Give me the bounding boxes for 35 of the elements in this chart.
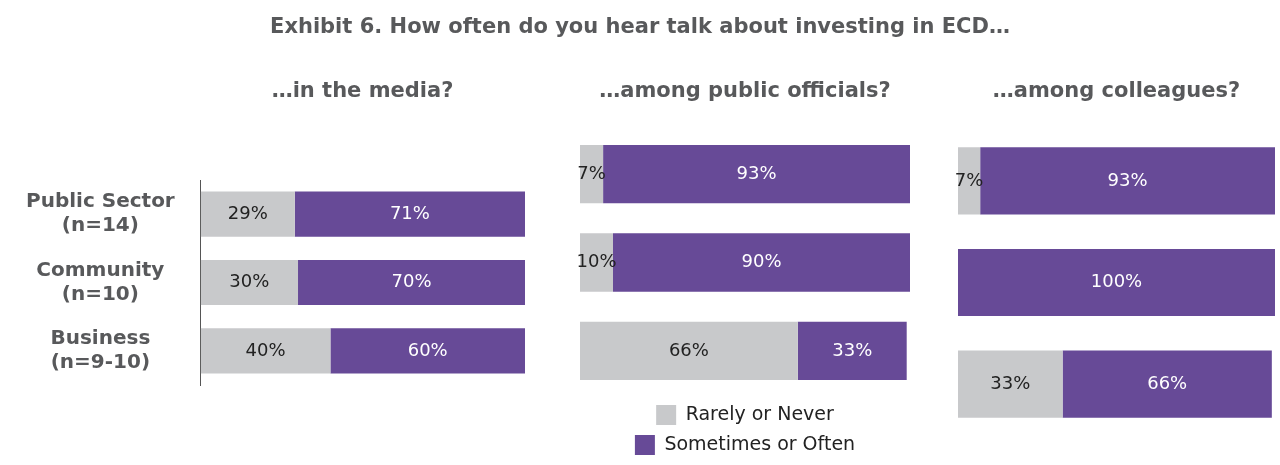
bar: [200, 259, 299, 306]
data-label: 66%: [668, 338, 709, 360]
text: Exhibit 6. How often do you hear talk about investing in ECD…: [269, 14, 1011, 38]
data-label: 93%: [1107, 168, 1148, 190]
y-tick-label: Public Sector (n=14): [26, 188, 175, 237]
bar: [330, 328, 525, 374]
bar: [200, 328, 331, 374]
data-label: 29%: [227, 201, 268, 223]
data-label: 66%: [1147, 371, 1188, 393]
bar: [294, 191, 525, 237]
bar: [298, 259, 525, 306]
y-tick-label: Community (n=10): [36, 256, 165, 305]
bar: [958, 350, 1063, 418]
chart-subtitle: …in the media?: [270, 78, 455, 102]
bar: [200, 191, 295, 237]
bar: [797, 321, 907, 380]
data-label: 90%: [741, 250, 782, 272]
data-label: 33%: [832, 338, 873, 360]
data-label: 93%: [736, 161, 777, 183]
bar: [603, 145, 910, 204]
data-label: 30%: [229, 270, 270, 292]
data-label: 60%: [407, 338, 448, 360]
data-label: 71%: [389, 201, 430, 223]
chart-subtitle: …among public officials?: [598, 78, 892, 102]
chart-subtitle: …among colleagues?: [991, 78, 1242, 102]
legend-label: Rarely or Never: [685, 401, 835, 424]
bar: [580, 321, 798, 380]
y-tick-label: Business (n=9-10): [50, 325, 151, 374]
bar: [1062, 350, 1272, 418]
legend-label: Sometimes or Often: [664, 431, 856, 454]
data-label: 33%: [990, 371, 1031, 393]
bar: [958, 248, 1275, 317]
data-label: 40%: [245, 338, 286, 360]
data-label: 70%: [391, 270, 432, 292]
data-label: 100%: [1090, 270, 1143, 292]
